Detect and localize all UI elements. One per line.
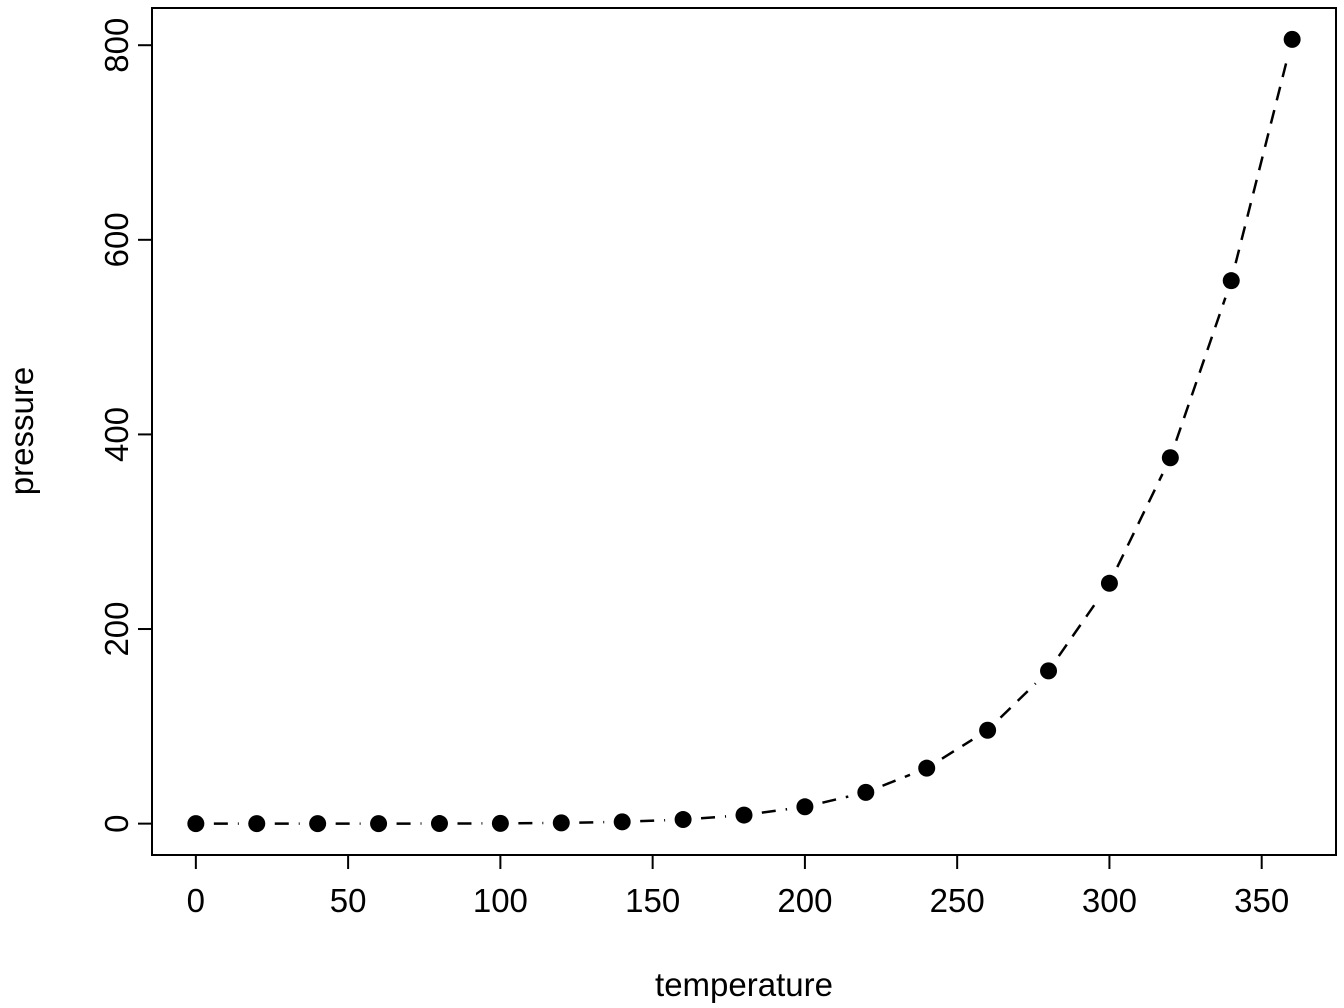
- x-axis-title: temperature: [655, 966, 833, 1003]
- data-point: [796, 798, 814, 816]
- x-tick-label: 350: [1234, 882, 1289, 919]
- data-point: [430, 815, 448, 833]
- series-segment: [822, 795, 849, 804]
- y-tick-label: 0: [98, 814, 135, 832]
- series-segment: [1116, 473, 1164, 568]
- data-point: [857, 783, 875, 801]
- series-segment: [1057, 597, 1101, 657]
- data-point: [187, 815, 205, 833]
- x-tick-label: 300: [1082, 882, 1137, 919]
- plot-layer: 0 50 100 150 200 250 300 350 0 200 400 600 800: [98, 7, 1337, 919]
- series-segment: [1175, 297, 1227, 442]
- x-tick-label: 150: [625, 882, 680, 919]
- data-point: [1040, 662, 1058, 680]
- series-segment: [882, 773, 911, 787]
- series-segment: [941, 738, 974, 760]
- data-point: [918, 759, 936, 777]
- y-tick-label: 400: [98, 407, 135, 462]
- x-tick-label: 250: [930, 882, 985, 919]
- y-tick-label: 600: [98, 212, 135, 267]
- y-tick-label: 800: [98, 18, 135, 73]
- data-point: [735, 806, 753, 824]
- series-segment: [999, 682, 1037, 719]
- series-segment: [761, 807, 788, 814]
- data-point: [613, 813, 631, 831]
- x-tick-label: 100: [473, 882, 528, 919]
- data-point: [552, 814, 570, 832]
- x-tick-label: 200: [777, 882, 832, 919]
- data-point: [248, 815, 266, 833]
- data-point: [674, 811, 692, 829]
- data-point: [1100, 574, 1118, 592]
- series-segment: [700, 815, 727, 820]
- y-tick-label: 200: [98, 601, 135, 656]
- data-point: [370, 815, 388, 833]
- plot-border: [151, 7, 1337, 856]
- data-point: [1161, 449, 1179, 467]
- series-segment: [640, 818, 666, 823]
- data-point: [309, 815, 327, 833]
- data-point: [1283, 30, 1301, 48]
- data-point: [1222, 272, 1240, 290]
- series-segment: [1234, 56, 1289, 264]
- y-axis-title: pressure: [3, 367, 40, 495]
- data-point: [979, 721, 997, 739]
- x-tick-label: 0: [187, 882, 205, 919]
- x-tick-label: 50: [330, 882, 367, 919]
- data-point: [491, 814, 509, 832]
